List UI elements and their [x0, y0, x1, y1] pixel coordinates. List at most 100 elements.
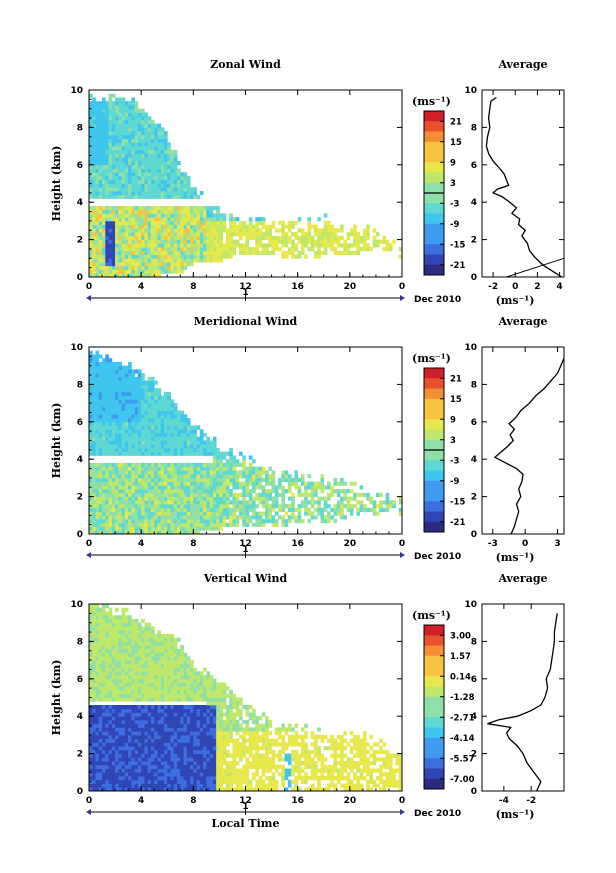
heatmap-cell [108, 678, 113, 683]
heatmap-cell [98, 675, 103, 680]
heatmap-cell [212, 235, 217, 240]
heatmap-cell [173, 481, 178, 486]
heatmap-cell [144, 648, 149, 654]
heatmap-cell [121, 418, 126, 423]
heatmap-cell [128, 474, 132, 479]
heatmap-cell [108, 615, 113, 620]
heatmap-cell [320, 515, 325, 520]
heatmap-cell [271, 247, 276, 252]
heatmap-cell [206, 436, 211, 441]
heatmap-cell [170, 262, 175, 267]
heatmap-cell [102, 451, 106, 456]
heatmap-cell [160, 164, 165, 169]
heatmap-cell [154, 220, 158, 226]
heatmap-cell [118, 395, 122, 400]
heatmap-cell [141, 716, 145, 721]
heatmap-cell [137, 250, 142, 255]
heatmap-cell [147, 131, 152, 136]
heatmap-cell [102, 648, 106, 654]
heatmap-cell [121, 220, 126, 226]
heatmap-cell [160, 410, 165, 415]
heatmap-cell [385, 247, 390, 252]
heatmap-cell [118, 258, 122, 263]
heatmap-cell [121, 776, 126, 781]
heatmap-cell [134, 723, 139, 728]
heatmap-cell [89, 157, 93, 162]
heatmap-cell [121, 243, 126, 248]
heatmap-cell [102, 652, 106, 657]
heatmap-cell [154, 168, 158, 173]
heatmap-cell [134, 104, 139, 110]
heatmap-cell [137, 515, 142, 520]
heatmap-cell [356, 492, 361, 497]
heatmap-cell [177, 187, 181, 192]
heatmap-cell [95, 682, 100, 687]
heatmap-cell [193, 190, 197, 196]
heatmap-cell [95, 761, 100, 766]
heatmap-cell [190, 519, 194, 524]
heatmap-cell [157, 399, 162, 404]
heatmap-cell [196, 217, 201, 222]
heatmap-cell [157, 787, 162, 792]
heatmap-cell [111, 142, 116, 147]
heatmap-cell [271, 235, 276, 240]
heatmap-cell [108, 645, 113, 650]
heatmap-cell [177, 213, 181, 218]
heatmap-cell [222, 477, 227, 483]
heatmap-cell [131, 232, 136, 237]
heatmap-cell [121, 708, 126, 713]
heatmap-cell [206, 489, 211, 494]
heatmap-cell [180, 451, 184, 456]
heatmap-cell [144, 511, 149, 516]
heatmap-cell [245, 519, 250, 524]
heatmap-cell [222, 228, 227, 233]
heatmap-cell [121, 500, 126, 505]
heatmap-cell [121, 504, 126, 509]
heatmap-cell [102, 146, 106, 151]
x-tick-label: 8 [190, 539, 196, 549]
heatmap-cell [124, 220, 129, 226]
heatmap-cell [102, 507, 106, 512]
heatmap-cell [359, 504, 364, 509]
heatmap-cell [382, 247, 387, 252]
colorbar-swatch [424, 368, 444, 379]
heatmap-cell [190, 477, 194, 483]
heatmap-cell [111, 376, 116, 382]
heatmap-cell [115, 678, 119, 683]
heatmap-cell [252, 228, 256, 233]
heatmap-cell [121, 451, 126, 456]
heatmap-cell [287, 224, 292, 229]
heatmap-cell [124, 504, 129, 509]
heatmap-cell [150, 232, 155, 237]
heatmap-cell [160, 134, 165, 140]
heatmap-cell [105, 519, 109, 524]
heatmap-cell [252, 507, 256, 512]
heatmap-cell [180, 418, 184, 423]
heatmap-cell [108, 429, 113, 434]
heatmap-cell [108, 522, 113, 527]
heatmap-cell [102, 414, 106, 419]
heatmap-cell [245, 511, 250, 516]
heatmap-cell [121, 209, 126, 214]
heatmap-cell [268, 235, 272, 240]
heatmap-cell [150, 522, 155, 527]
heatmap-cell [216, 515, 220, 520]
heatmap-cell [115, 123, 119, 128]
heatmap-cell [131, 391, 136, 397]
heatmap-cell [229, 250, 233, 255]
heatmap-cell [196, 470, 201, 475]
heatmap-cell [150, 149, 155, 154]
heatmap-cell [144, 772, 149, 777]
heatmap-cell [95, 179, 100, 184]
heatmap-cell [177, 511, 181, 516]
heatmap-cell [167, 247, 171, 252]
heatmap-cell [150, 776, 155, 781]
heatmap-cell [102, 749, 106, 754]
heatmap-cell [160, 444, 165, 449]
average-y-tick-label: 6 [471, 161, 477, 171]
heatmap-cell [222, 224, 227, 229]
heatmap-cell [92, 269, 96, 274]
heatmap-cell [98, 447, 103, 453]
heatmap-cell [304, 511, 308, 516]
